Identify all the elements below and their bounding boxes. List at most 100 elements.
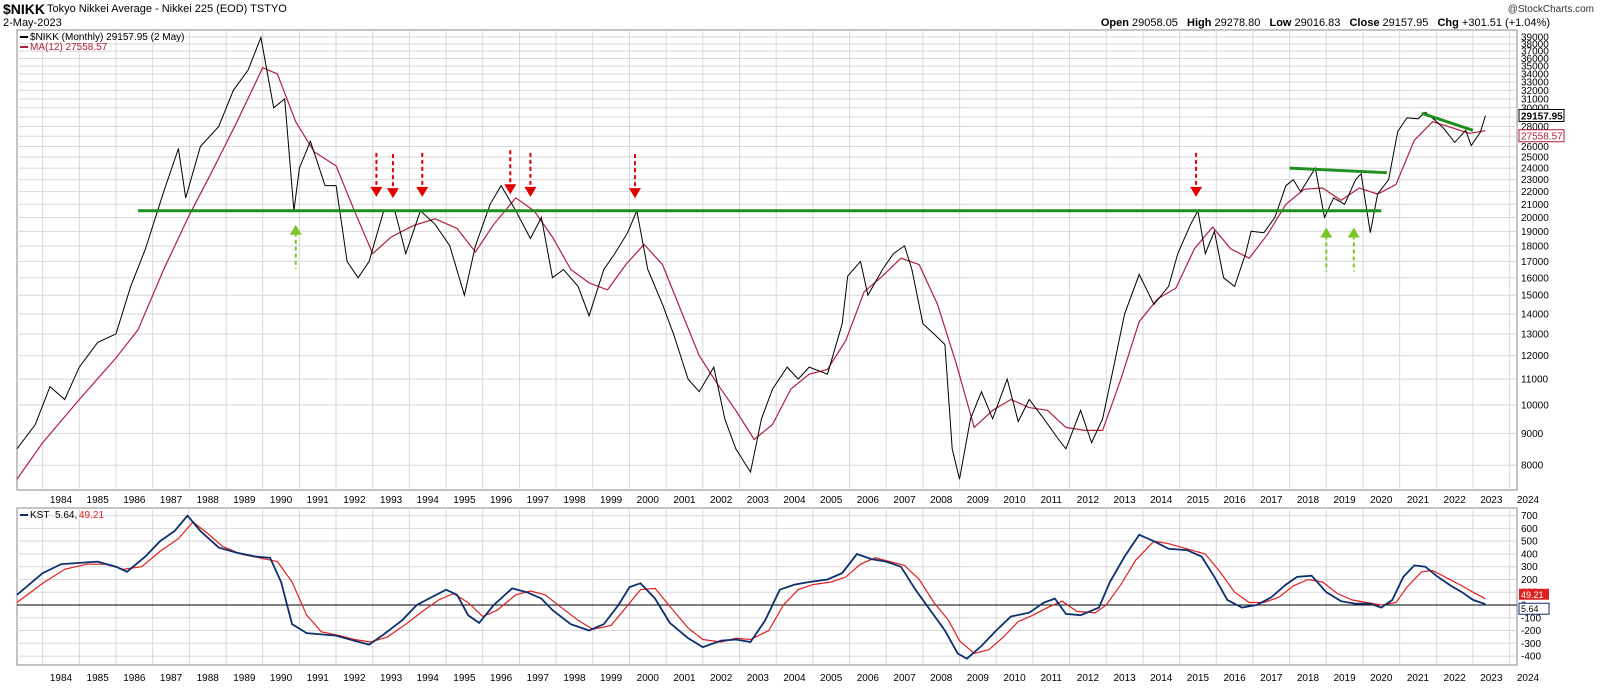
price-x-tick-label: 2022 xyxy=(1444,495,1467,506)
price-x-tick-label: 1985 xyxy=(87,495,110,506)
price-y-tick-label: 26000 xyxy=(1521,142,1549,153)
ma-value-tag: 27558.57 xyxy=(1521,132,1563,143)
kst-x-tick-label: 2016 xyxy=(1223,673,1246,684)
trendline xyxy=(1421,111,1474,132)
price-y-tick-label: 13000 xyxy=(1521,329,1549,340)
price-x-tick-label: 2006 xyxy=(857,495,880,506)
kst-x-tick-label: 2010 xyxy=(1003,673,1026,684)
kst-x-tick-label: 2011 xyxy=(1040,673,1062,684)
kst-y-tick-label: -200 xyxy=(1521,626,1541,637)
price-x-tick-label: 2014 xyxy=(1150,495,1173,506)
kst-x-tick-label: 1984 xyxy=(50,673,73,684)
signal-legend-value: 49.21 xyxy=(79,510,104,521)
price-x-tick-label: 2000 xyxy=(637,495,660,506)
price-x-tick-label: 2016 xyxy=(1223,495,1246,506)
price-y-tick-label: 28000 xyxy=(1521,122,1549,133)
kst-y-tick-label: -400 xyxy=(1521,652,1541,663)
price-y-tick-label: 20000 xyxy=(1521,213,1549,224)
kst-x-tick-label: 1995 xyxy=(453,673,476,684)
price-x-tick-label: 2005 xyxy=(820,495,843,506)
kst-x-tick-label: 1985 xyxy=(87,673,110,684)
price-x-tick-label: 1989 xyxy=(233,495,256,506)
ma-value-tag-box xyxy=(1518,129,1565,143)
price-x-tick-label: 2008 xyxy=(930,495,953,506)
price-x-tick-label: 2009 xyxy=(967,495,990,506)
down-arrow-head xyxy=(386,188,399,199)
kst-x-tick-label: 1989 xyxy=(233,673,256,684)
price-x-tick-label: 2002 xyxy=(710,495,733,506)
price-y-tick-label: 12000 xyxy=(1521,351,1549,362)
stockcharts-credit[interactable]: @StockCharts.com xyxy=(1507,4,1594,15)
price-y-tick-label: 34000 xyxy=(1521,69,1549,80)
ma12-line xyxy=(16,66,1486,480)
price-x-tick-label: 1992 xyxy=(343,495,366,506)
kst-x-tick-label: 2012 xyxy=(1077,673,1100,684)
kst-x-tick-label: 1987 xyxy=(160,673,183,684)
price-x-tick-label: 2023 xyxy=(1480,495,1503,506)
up-arrow-head xyxy=(1320,227,1333,238)
price-x-tick-label: 2010 xyxy=(1003,495,1026,506)
close-value-tag-box xyxy=(1518,108,1565,122)
price-x-tick-label: 2024 xyxy=(1517,495,1540,506)
price-y-tick-label: 19000 xyxy=(1521,227,1549,238)
kst-x-tick-label: 1986 xyxy=(123,673,146,684)
kst-y-tick-label: 100 xyxy=(1521,588,1538,599)
price-y-tick-label: 15000 xyxy=(1521,291,1549,302)
price-y-tick-label: 23000 xyxy=(1521,175,1549,186)
kst-y-tick-label: 500 xyxy=(1521,537,1538,548)
price-x-tick-label: 2011 xyxy=(1040,495,1062,506)
price-y-tick-label: 35000 xyxy=(1521,62,1549,73)
price-panel-frame xyxy=(16,29,1518,491)
up-arrow-head xyxy=(1347,227,1360,238)
kst-y-tick-label: 600 xyxy=(1521,524,1538,535)
kst-panel-frame xyxy=(16,507,1518,666)
trendline xyxy=(1289,166,1387,175)
kst-signal-line xyxy=(16,521,1486,655)
price-x-tick-label: 1986 xyxy=(123,495,146,506)
kst-value-tag-box xyxy=(1518,602,1550,615)
high-label: High xyxy=(1187,17,1212,29)
price-y-tick-label: 31000 xyxy=(1521,94,1549,105)
kst-x-tick-label: 2021 xyxy=(1407,673,1430,684)
down-arrow-head xyxy=(416,186,429,197)
kst-x-tick-label: 1990 xyxy=(270,673,293,684)
kst-y-tick-label: 300 xyxy=(1521,562,1538,573)
kst-x-tick-label: 2006 xyxy=(857,673,880,684)
kst-x-tick-label: 1993 xyxy=(380,673,403,684)
kst-x-tick-label: 2017 xyxy=(1260,673,1283,684)
price-y-tick-label: 14000 xyxy=(1521,309,1549,320)
price-y-tick-label: 8000 xyxy=(1521,461,1544,472)
chart-title: Tokyo Nikkei Average - Nikkei 225 (EOD) … xyxy=(47,3,287,15)
price-x-tick-label: 2004 xyxy=(783,495,806,506)
kst-x-tick-label: 2024 xyxy=(1517,673,1540,684)
kst-x-tick-label: 1988 xyxy=(197,673,220,684)
kst-x-tick-label: 2000 xyxy=(637,673,660,684)
kst-y-tick-label: 700 xyxy=(1521,511,1538,522)
kst-x-tick-label: 2001 xyxy=(673,673,696,684)
kst-x-tick-label: 2005 xyxy=(820,673,843,684)
low-label: Low xyxy=(1269,17,1292,29)
high-value: 29278.80 xyxy=(1214,17,1261,29)
open-label: Open xyxy=(1100,17,1129,29)
price-y-tick-label: 33000 xyxy=(1521,78,1549,89)
price-x-tick-label: 2020 xyxy=(1370,495,1393,506)
down-arrow-head xyxy=(628,188,641,199)
kst-x-tick-label: 2020 xyxy=(1370,673,1393,684)
price-x-tick-label: 1995 xyxy=(453,495,476,506)
price-y-tick-label: 9000 xyxy=(1521,429,1544,440)
kst-x-tick-label: 1998 xyxy=(563,673,586,684)
kst-line xyxy=(16,514,1486,660)
chg-label: Chg xyxy=(1437,17,1459,29)
symbol: $NIKK xyxy=(3,1,46,17)
price-x-tick-label: 2015 xyxy=(1187,495,1210,506)
ma-legend-label: MA(12) 27558.57 xyxy=(30,42,108,53)
price-x-tick-label: 2017 xyxy=(1260,495,1283,506)
price-y-tick-label: 38000 xyxy=(1521,39,1549,50)
signal-value-tag: 49.21 xyxy=(1521,590,1544,600)
down-arrow-head xyxy=(504,184,517,195)
price-y-tick-label: 11000 xyxy=(1521,375,1549,386)
kst-x-tick-label: 1999 xyxy=(600,673,623,684)
down-arrow-head xyxy=(1190,186,1203,197)
price-y-tick-label: 37000 xyxy=(1521,47,1549,58)
